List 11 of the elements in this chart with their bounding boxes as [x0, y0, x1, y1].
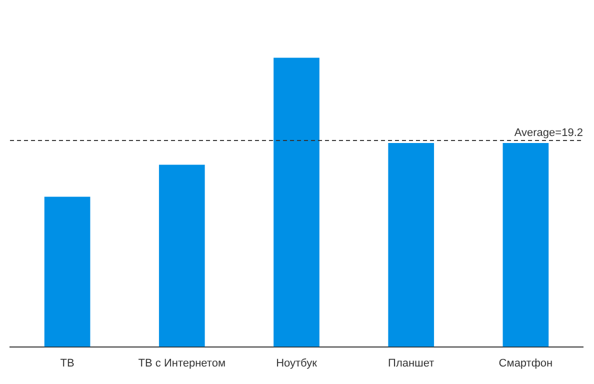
bar	[388, 143, 434, 347]
bar	[274, 58, 320, 347]
bar	[44, 196, 90, 347]
bar	[158, 164, 205, 347]
annotation: Average=19.2	[514, 126, 583, 139]
x-tick-label: ТВ	[60, 357, 74, 370]
x-tick-label: Ноутбук	[276, 357, 318, 370]
x-tick-label: Планшет	[388, 357, 434, 370]
x-tick-label: ТВ с Интернетом	[138, 357, 226, 370]
bar	[502, 143, 549, 347]
x-tick-label: Смартфон	[498, 357, 553, 370]
